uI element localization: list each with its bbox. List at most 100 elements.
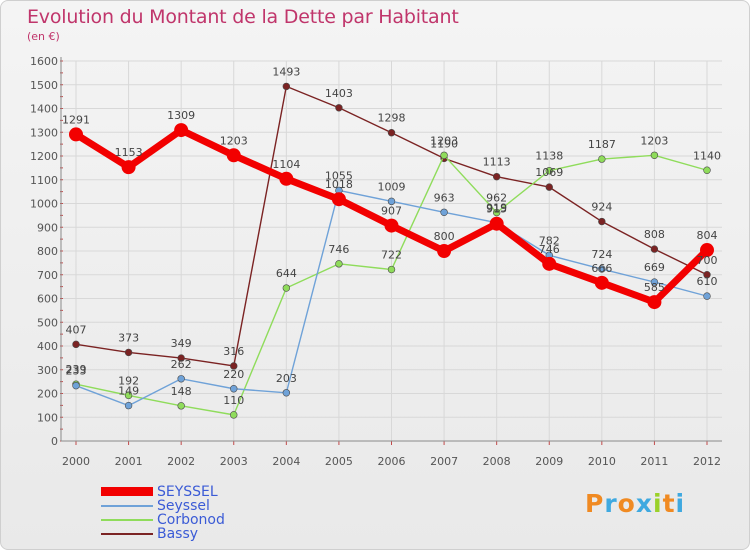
- data-point: [594, 275, 609, 290]
- series-group: [69, 82, 714, 419]
- data-label: 919: [486, 202, 507, 215]
- data-label: 1291: [62, 113, 90, 126]
- x-tick-label: 2010: [588, 455, 616, 468]
- brand-letter: i: [675, 489, 686, 518]
- data-point: [282, 389, 291, 397]
- legend-label: Bassy: [157, 526, 199, 542]
- x-tick-label: 2001: [115, 455, 143, 468]
- data-label: 1009: [378, 180, 406, 193]
- data-label: 148: [171, 385, 192, 398]
- y-tick-label: 500: [37, 316, 58, 329]
- data-point: [598, 155, 606, 163]
- y-tick-label: 600: [37, 293, 58, 306]
- y-tick-label: 300: [37, 364, 58, 377]
- y-tick-label: 700: [37, 269, 58, 282]
- brand-letter: o: [617, 489, 636, 518]
- x-tick-label: 2000: [62, 455, 90, 468]
- data-point: [492, 208, 501, 217]
- data-label: 924: [591, 201, 612, 214]
- data-point: [440, 208, 448, 216]
- legend-item-corbonod: Corbonod: [101, 513, 225, 527]
- data-label: 1069: [535, 166, 563, 179]
- data-label: 746: [328, 243, 349, 256]
- data-point: [703, 271, 711, 279]
- legend: SEYSSEL Seyssel Corbonod Bassy: [101, 485, 225, 541]
- data-point: [121, 160, 136, 175]
- data-point: [440, 151, 448, 159]
- data-label: 1104: [272, 158, 300, 171]
- data-label: 1309: [167, 109, 195, 122]
- legend-swatch: [101, 533, 153, 535]
- data-label: 239: [66, 363, 87, 376]
- y-tick-label: 1500: [30, 79, 58, 92]
- data-label: 666: [591, 262, 612, 275]
- data-label: 915: [486, 203, 507, 216]
- data-label: 192: [118, 374, 139, 387]
- data-label: 800: [434, 230, 455, 243]
- brand-logo: Proxiti: [585, 489, 685, 518]
- data-point: [647, 295, 662, 310]
- data-label: 907: [381, 205, 402, 218]
- data-point: [282, 82, 291, 91]
- x-tick-label: 2009: [535, 455, 563, 468]
- x-tick-label: 2007: [430, 455, 458, 468]
- data-point: [489, 216, 504, 231]
- data-point: [177, 402, 185, 410]
- data-point: [331, 192, 346, 207]
- y-tick-label: 1600: [30, 55, 58, 68]
- chart-subtitle: (en €): [27, 30, 60, 43]
- legend-swatch: [101, 519, 153, 521]
- data-label: 1190: [430, 137, 458, 150]
- data-label: 722: [381, 249, 402, 262]
- data-point: [124, 401, 133, 410]
- x-tick-label: 2005: [325, 455, 353, 468]
- data-label: 1055: [325, 169, 353, 182]
- data-point: [72, 381, 80, 390]
- data-point: [230, 411, 238, 419]
- y-tick-label: 900: [37, 221, 58, 234]
- x-tick-label: 2012: [693, 455, 721, 468]
- data-point: [124, 348, 133, 357]
- data-point: [72, 340, 80, 349]
- data-label: 1113: [483, 156, 511, 169]
- data-point: [177, 354, 185, 362]
- data-label: 644: [276, 267, 297, 280]
- data-point: [69, 127, 83, 142]
- data-labels: 407 373 349 316 1493 1403 1298 1190 1113 1069 924 8…: [62, 65, 721, 406]
- data-point: [650, 151, 659, 159]
- x-tick-label: 2004: [272, 455, 300, 468]
- data-label: 669: [644, 261, 665, 274]
- x-tick-label: 2011: [640, 455, 668, 468]
- legend-label: Corbonod: [157, 512, 225, 528]
- data-point: [384, 218, 399, 233]
- x-tick-label: 2002: [167, 455, 195, 468]
- data-label: 349: [171, 337, 192, 350]
- data-label: 1203: [640, 134, 668, 147]
- data-point: [282, 284, 291, 292]
- brand-letter: P: [585, 489, 605, 518]
- data-label: 610: [697, 275, 718, 288]
- data-point: [387, 197, 396, 206]
- axes: 0 100 200 300 400 500 600 700 800 900 1000 1100 1200…: [30, 55, 722, 468]
- legend-swatch: [101, 487, 153, 496]
- data-label: 149: [118, 385, 139, 398]
- data-label: 724: [591, 248, 612, 261]
- data-label: 1140: [693, 149, 721, 162]
- data-label: 804: [697, 229, 718, 242]
- y-tick-label: 1000: [30, 198, 58, 211]
- brand-letter: t: [662, 489, 676, 518]
- data-label: 220: [223, 368, 244, 381]
- data-point: [335, 104, 343, 112]
- data-label: 1153: [115, 146, 143, 159]
- data-point: [703, 166, 711, 174]
- legend-label: SEYSSEL: [157, 484, 218, 500]
- data-point: [124, 391, 133, 400]
- data-label: 1298: [378, 112, 406, 125]
- data-point: [437, 244, 452, 258]
- brand-letter: x: [635, 489, 653, 518]
- x-tick-label: 2006: [378, 455, 406, 468]
- data-label: 962: [486, 192, 507, 205]
- legend-item-bassy: Bassy: [101, 527, 225, 541]
